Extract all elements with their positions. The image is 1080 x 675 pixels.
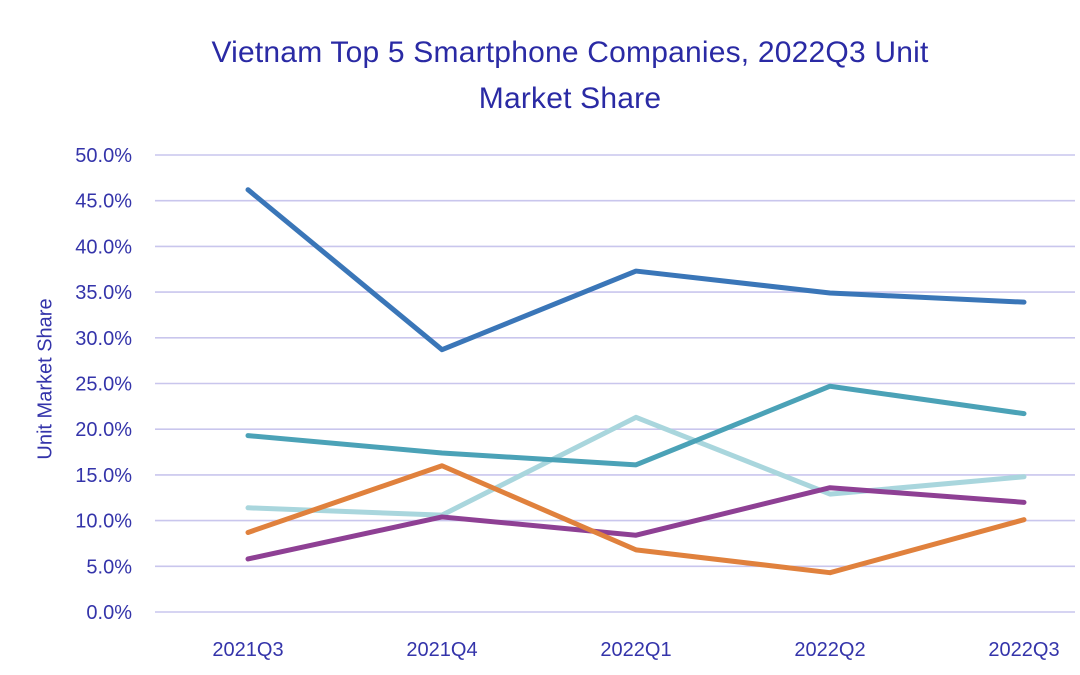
line-series-orange (245, 463, 1027, 576)
y-tick-label: 15.0% (75, 465, 132, 487)
y-tick-label: 50.0% (75, 145, 132, 167)
x-tick-label: 2021Q4 (406, 639, 477, 661)
y-tick-label: 20.0% (75, 419, 132, 441)
line-series-purple (245, 485, 1027, 562)
line-series-light-blue (245, 414, 1027, 518)
y-tick-label: 25.0% (75, 374, 132, 396)
y-tick-label: 45.0% (75, 191, 132, 213)
y-tick-label: 35.0% (75, 282, 132, 304)
y-tick-label: 40.0% (75, 236, 132, 258)
y-tick-label: 5.0% (86, 556, 132, 578)
y-tick-label: 10.0% (75, 511, 132, 533)
line-series-dark-blue (245, 187, 1027, 353)
x-tick-label: 2022Q2 (794, 639, 865, 661)
x-tick-label: 2022Q3 (988, 639, 1059, 661)
y-tick-label: 0.0% (86, 602, 132, 624)
x-tick-label: 2021Q3 (212, 639, 283, 661)
y-tick-label: 30.0% (75, 328, 132, 350)
x-tick-label: 2022Q1 (600, 639, 671, 661)
line-series-teal (245, 383, 1027, 468)
chart-title: Vietnam Top 5 Smartphone Companies, 2022… (211, 36, 929, 115)
